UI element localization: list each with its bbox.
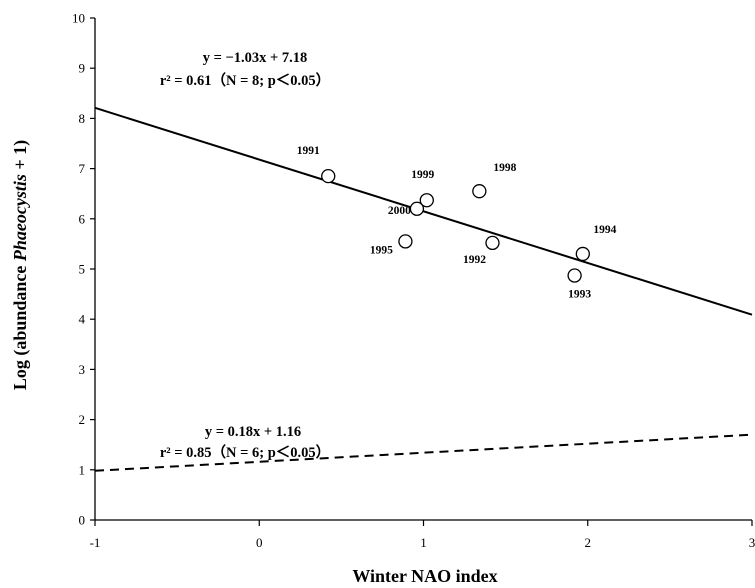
y-tick-label: 9 — [79, 61, 86, 76]
y-tick-label: 0 — [79, 513, 86, 528]
y-tick-label: 7 — [79, 161, 86, 176]
x-tick-label: -1 — [90, 535, 101, 550]
x-tick-label: 0 — [256, 535, 263, 550]
x-axis-ticks: -1 0 1 2 3 — [90, 520, 755, 550]
dashed-regression-line — [94, 433, 753, 472]
data-point-marker — [472, 184, 487, 199]
data-point-marker — [321, 168, 336, 184]
data-point-marker — [567, 268, 582, 283]
y-tick-label: 10 — [72, 11, 85, 26]
y-axis-title-part: + 1) — [10, 140, 31, 174]
data-point-label: 1994 — [593, 224, 616, 236]
dashed-line-equation: y = 0.18x + 1.16 — [205, 424, 301, 440]
solid-line-stats: r² = 0.61（N = 8; p＜0.05） — [160, 71, 330, 89]
data-point-marker — [409, 201, 425, 216]
y-tick-label: 4 — [79, 312, 86, 327]
y-tick-label: 8 — [79, 111, 86, 126]
data-point-marker — [398, 234, 413, 249]
regression-lines — [94, 106, 753, 472]
y-tick-label: 1 — [79, 462, 86, 477]
y-tick-label: 2 — [79, 412, 86, 427]
x-axis-title: Winter NAO index — [352, 566, 497, 586]
data-point-label: 1998 — [493, 162, 516, 174]
y-axis-ticks: 0 1 2 3 4 5 6 7 8 9 10 — [72, 11, 95, 528]
dashed-line-stats: r² = 0.85（N = 6; p＜0.05） — [160, 443, 330, 461]
data-point-marker — [575, 246, 590, 262]
x-tick-label: 3 — [749, 535, 755, 550]
data-point-marker — [485, 235, 500, 251]
data-point-label: 1993 — [568, 289, 591, 301]
data-point-label: 1995 — [370, 244, 393, 256]
data-point-label: 1999 — [411, 169, 434, 181]
data-point-label: 1991 — [297, 145, 320, 157]
y-tick-label: 5 — [79, 262, 86, 277]
data-point-label: 1992 — [463, 254, 486, 266]
y-axis-title: Log (abundance Phaeocystis + 1) — [10, 140, 31, 390]
data-points: 1991 1999 2000 1998 1995 1992 1994 1993 — [297, 145, 617, 300]
x-tick-label: 2 — [585, 535, 592, 550]
y-tick-label: 6 — [79, 211, 86, 226]
data-point-marker — [419, 193, 434, 208]
data-point-label: 2000 — [388, 205, 411, 217]
equation-annotations: y = −1.03x + 7.18 r² = 0.61（N = 8; p＜0.0… — [160, 50, 330, 461]
y-axis-title-part: Log (abundance — [10, 261, 31, 390]
y-axis-title-italic: Phaeocystis — [10, 174, 30, 262]
solid-line-equation: y = −1.03x + 7.18 — [203, 50, 308, 66]
x-tick-label: 1 — [420, 535, 427, 550]
y-tick-label: 3 — [79, 362, 86, 377]
